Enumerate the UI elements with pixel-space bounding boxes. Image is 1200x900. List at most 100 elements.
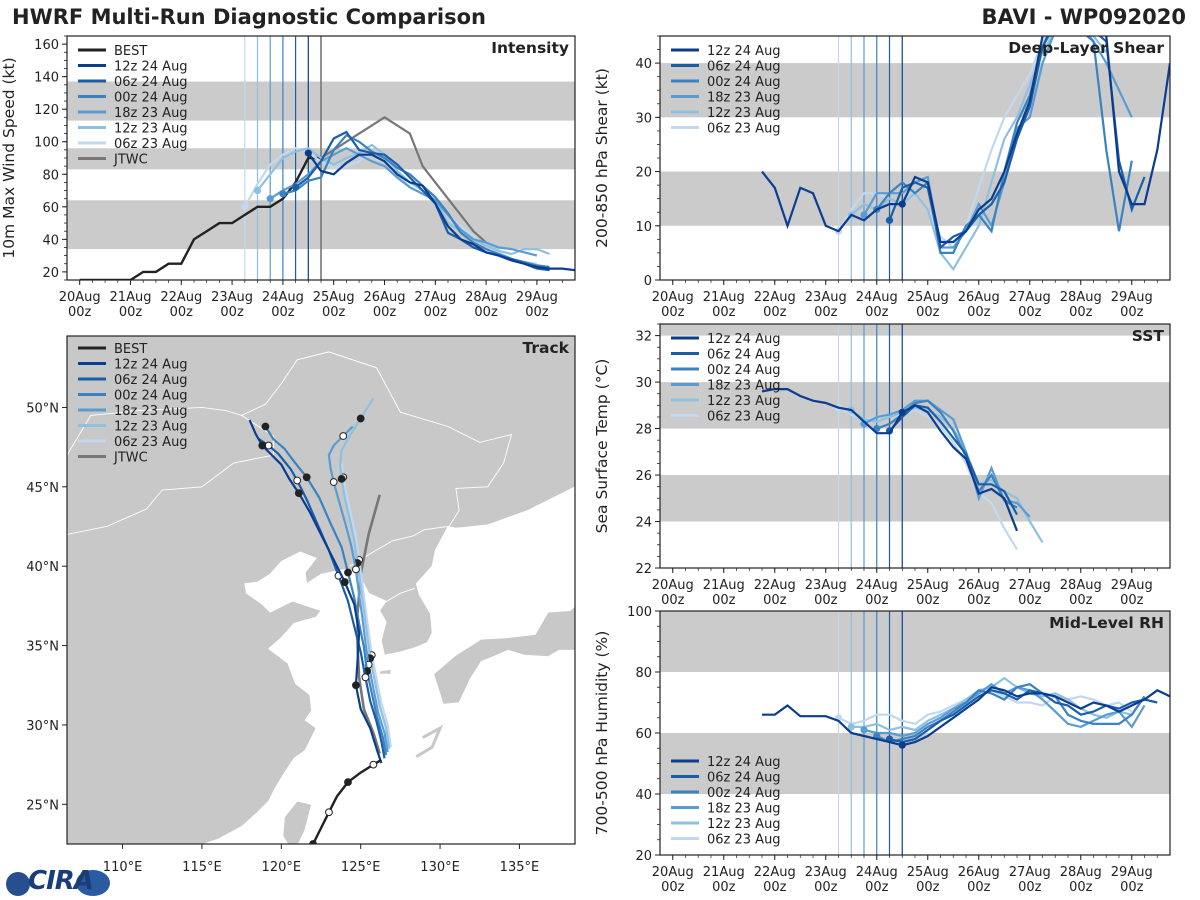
track-point <box>302 473 311 482</box>
x-tick-label: 00z <box>661 305 685 320</box>
x-tick-label: 00z <box>712 305 736 320</box>
init-point <box>241 203 249 211</box>
plot-area <box>660 36 1170 280</box>
x-tick-label: 22Aug <box>160 290 202 305</box>
y-tick-label: 10 <box>635 220 652 235</box>
shade-band <box>660 611 1170 672</box>
y-tick-label: 24 <box>635 516 652 531</box>
panel-intensity: 2040608010012014016020Aug00z21Aug00z22Au… <box>0 35 576 320</box>
y-tick-label: 80 <box>635 666 652 681</box>
x-tick-label: 00z <box>373 305 397 320</box>
track-line <box>248 419 383 764</box>
legend-label: 00z 24 Aug <box>114 389 188 404</box>
x-tick-label: 00z <box>424 305 448 320</box>
country-border <box>349 526 449 567</box>
panel-title: Mid-Level RH <box>1049 614 1164 632</box>
init-point <box>304 149 312 157</box>
legend-label: 06z 23 Aug <box>707 410 781 425</box>
y-tick-label: 60 <box>42 201 59 216</box>
logo-text: CIRA <box>28 866 94 896</box>
x-tick-label: 110°E <box>103 860 143 875</box>
x-tick-label: 00z <box>525 305 549 320</box>
init-point <box>885 216 894 224</box>
x-tick-label: 00z <box>865 880 889 895</box>
x-tick-label: 23Aug <box>805 865 847 880</box>
panel-track: 110°E 115°E 120°E 125°E 130°E 135°E 25°N 30°N 35… <box>26 335 576 875</box>
x-tick-label: 00z <box>474 305 498 320</box>
y-tick-label: 120 <box>34 103 59 118</box>
legend-label: 00z 24 Aug <box>707 75 781 90</box>
panel-mid-level-rh: 2040608010020Aug00z21Aug00z22Aug00z23Aug… <box>593 605 1171 895</box>
land-taiwan <box>282 800 312 844</box>
logo-globe-icon <box>6 872 30 896</box>
y-tick-label: 30 <box>635 111 652 126</box>
y-tick-label: 0 <box>644 274 652 289</box>
y-tick-label: 160 <box>34 38 59 53</box>
series-line <box>256 143 550 256</box>
legend-label: 18z 23 Aug <box>707 379 781 394</box>
legend-label: 06z 23 Aug <box>114 435 188 450</box>
x-tick-label: 23Aug <box>805 290 847 305</box>
series-line <box>850 36 1108 272</box>
x-tick-label: 25Aug <box>907 290 949 305</box>
track-line <box>258 438 386 759</box>
cira-logo: CIRA <box>6 866 110 900</box>
shade-band <box>660 475 1170 522</box>
y-tick-label: 32 <box>635 330 652 345</box>
legend-label: 06z 24 Aug <box>707 348 781 363</box>
x-tick-label: 00z <box>1120 593 1144 608</box>
legend-label: 00z 24 Aug <box>707 363 781 378</box>
y-tick-label: 140 <box>34 71 59 86</box>
plot-area <box>660 324 1170 568</box>
y-tick-label: 80 <box>42 168 59 183</box>
track-point <box>339 432 348 440</box>
track-point <box>258 441 267 450</box>
legend-label: 18z 23 Aug <box>114 106 188 121</box>
land-ryukyu <box>415 724 444 758</box>
x-tick-label: 00z <box>119 305 143 320</box>
y-tick-label: 28 <box>635 423 652 438</box>
panel-title: Intensity <box>491 39 569 57</box>
x-tick-label: 00z <box>170 305 194 320</box>
x-tick-label: 24Aug <box>856 865 898 880</box>
legend-label: BEST <box>114 44 147 59</box>
x-tick-label: 29Aug <box>1111 865 1153 880</box>
plot-area <box>660 611 1170 855</box>
track-point <box>361 673 370 682</box>
series-line <box>838 689 1133 726</box>
x-tick-label: 20Aug <box>59 290 101 305</box>
x-tick-label: 20Aug <box>652 865 694 880</box>
track-point <box>356 414 365 423</box>
country-border <box>67 351 513 529</box>
init-point <box>253 186 262 195</box>
y-tick-label: 30 <box>635 376 652 391</box>
legend-label: 06z 24 Aug <box>707 60 781 75</box>
track-point <box>352 565 360 574</box>
x-tick-label: 130°E <box>420 860 460 875</box>
legend-label: 12z 23 Aug <box>707 817 781 832</box>
x-tick-label: 28Aug <box>1060 290 1102 305</box>
logo-satellite-icon <box>76 870 110 896</box>
legend-label: BEST <box>114 342 147 357</box>
storm-id: BAVI - WP092020 <box>981 5 1186 29</box>
x-tick-label: 00z <box>1018 305 1042 320</box>
track-point <box>293 476 302 485</box>
x-tick-label: 28Aug <box>465 290 507 305</box>
x-tick-label: 21Aug <box>703 865 745 880</box>
series-line <box>851 676 1146 732</box>
legend-label: JTWC <box>113 451 148 466</box>
x-tick-label: 24Aug <box>856 578 898 593</box>
plot-area <box>67 36 575 280</box>
shade-band <box>660 63 1170 118</box>
panel-sst: 22242628303220Aug00z21Aug00z22Aug00z23Au… <box>593 323 1171 608</box>
x-tick-label: 26Aug <box>958 578 1000 593</box>
best-track-point <box>344 778 352 786</box>
legend-label: 12z 24 Aug <box>114 358 188 373</box>
legend-label: 06z 23 Aug <box>114 137 188 152</box>
legend-label: 06z 23 Aug <box>707 122 781 137</box>
track-line <box>338 397 391 749</box>
init-point <box>279 190 287 198</box>
init-point <box>860 211 868 219</box>
best-track-point <box>369 760 378 769</box>
